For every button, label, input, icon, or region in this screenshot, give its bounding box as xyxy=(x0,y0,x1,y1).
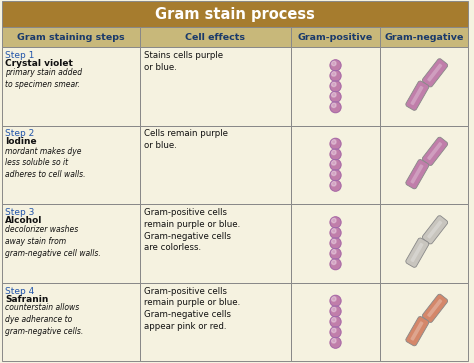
Text: Step 4: Step 4 xyxy=(5,286,34,295)
Text: Cells remain purple
or blue.: Cells remain purple or blue. xyxy=(144,130,228,150)
FancyBboxPatch shape xyxy=(422,294,448,323)
FancyBboxPatch shape xyxy=(406,238,429,268)
Text: Gram-positive cells
remain purple or blue.
Gram-negative cells
appear pink or re: Gram-positive cells remain purple or blu… xyxy=(144,286,240,331)
Polygon shape xyxy=(140,282,291,361)
Circle shape xyxy=(330,259,341,270)
Circle shape xyxy=(331,140,336,144)
Polygon shape xyxy=(140,204,291,282)
Circle shape xyxy=(331,82,336,87)
Text: Gram-negative: Gram-negative xyxy=(384,33,464,41)
Circle shape xyxy=(330,81,341,92)
Circle shape xyxy=(330,138,341,149)
Circle shape xyxy=(331,307,336,312)
Polygon shape xyxy=(291,47,380,126)
Polygon shape xyxy=(380,47,468,126)
Circle shape xyxy=(330,337,341,348)
Circle shape xyxy=(331,61,336,66)
FancyBboxPatch shape xyxy=(406,317,429,346)
Polygon shape xyxy=(2,204,140,282)
Circle shape xyxy=(330,91,341,102)
Polygon shape xyxy=(2,47,140,126)
Circle shape xyxy=(330,60,341,71)
Text: Safranin: Safranin xyxy=(5,294,48,303)
Polygon shape xyxy=(380,126,468,204)
Circle shape xyxy=(331,328,336,333)
Circle shape xyxy=(331,297,336,301)
FancyBboxPatch shape xyxy=(406,81,429,110)
Text: Stains cells purple
or blue.: Stains cells purple or blue. xyxy=(144,51,223,72)
Text: Iodine: Iodine xyxy=(5,138,36,147)
Polygon shape xyxy=(380,204,468,282)
Text: Step 2: Step 2 xyxy=(5,130,34,139)
Polygon shape xyxy=(380,27,468,47)
FancyBboxPatch shape xyxy=(422,216,448,244)
Circle shape xyxy=(331,260,336,265)
Circle shape xyxy=(331,218,336,223)
FancyBboxPatch shape xyxy=(410,164,423,184)
Polygon shape xyxy=(380,282,468,361)
FancyBboxPatch shape xyxy=(410,321,423,341)
Circle shape xyxy=(330,149,341,160)
Circle shape xyxy=(331,239,336,244)
Circle shape xyxy=(330,102,341,113)
Circle shape xyxy=(330,217,341,228)
Circle shape xyxy=(330,327,341,338)
Text: Step 1: Step 1 xyxy=(5,51,34,60)
Text: Gram-positive: Gram-positive xyxy=(298,33,373,41)
Text: Cell effects: Cell effects xyxy=(185,33,246,41)
Circle shape xyxy=(331,249,336,254)
Circle shape xyxy=(330,238,341,249)
Circle shape xyxy=(331,338,336,343)
Polygon shape xyxy=(291,27,380,47)
Circle shape xyxy=(331,229,336,233)
Text: mordant makes dye
less soluble so it
adheres to cell walls.: mordant makes dye less soluble so it adh… xyxy=(5,147,85,179)
Circle shape xyxy=(330,316,341,327)
Circle shape xyxy=(331,150,336,155)
FancyBboxPatch shape xyxy=(422,137,448,166)
FancyBboxPatch shape xyxy=(410,86,423,105)
Polygon shape xyxy=(140,27,291,47)
Polygon shape xyxy=(291,126,380,204)
Polygon shape xyxy=(2,1,468,27)
FancyBboxPatch shape xyxy=(406,159,429,189)
Circle shape xyxy=(331,160,336,165)
Circle shape xyxy=(330,227,341,238)
Circle shape xyxy=(331,318,336,322)
Circle shape xyxy=(331,171,336,176)
Text: Alcohol: Alcohol xyxy=(5,216,42,225)
Polygon shape xyxy=(140,126,291,204)
Text: counterstain allows
dye adherance to
gram-negative cells.: counterstain allows dye adherance to gra… xyxy=(5,303,83,336)
Text: Step 3: Step 3 xyxy=(5,208,34,217)
Polygon shape xyxy=(2,27,140,47)
Text: decolorizer washes
away stain from
gram-negative cell walls.: decolorizer washes away stain from gram-… xyxy=(5,225,100,258)
Circle shape xyxy=(330,180,341,191)
Polygon shape xyxy=(140,47,291,126)
Circle shape xyxy=(330,170,341,181)
Polygon shape xyxy=(291,204,380,282)
Circle shape xyxy=(331,103,336,107)
Circle shape xyxy=(331,93,336,97)
Polygon shape xyxy=(2,126,140,204)
FancyBboxPatch shape xyxy=(427,220,442,238)
FancyBboxPatch shape xyxy=(427,142,442,160)
Polygon shape xyxy=(291,282,380,361)
Polygon shape xyxy=(2,282,140,361)
Circle shape xyxy=(331,72,336,76)
Text: primary stain added
to specimen smear.: primary stain added to specimen smear. xyxy=(5,68,82,89)
Text: Gram stain process: Gram stain process xyxy=(155,7,315,21)
Text: Crystal violet: Crystal violet xyxy=(5,59,73,68)
Circle shape xyxy=(330,306,341,317)
FancyBboxPatch shape xyxy=(422,58,448,87)
Circle shape xyxy=(330,248,341,259)
FancyBboxPatch shape xyxy=(427,299,442,317)
Circle shape xyxy=(331,182,336,186)
Text: Gram staining steps: Gram staining steps xyxy=(17,33,125,41)
Text: Gram-positive cells
remain purple or blue.
Gram-negative cells
are colorless.: Gram-positive cells remain purple or blu… xyxy=(144,208,240,252)
FancyBboxPatch shape xyxy=(410,243,423,262)
FancyBboxPatch shape xyxy=(427,64,442,82)
Circle shape xyxy=(330,70,341,81)
Circle shape xyxy=(330,295,341,306)
Circle shape xyxy=(330,159,341,170)
